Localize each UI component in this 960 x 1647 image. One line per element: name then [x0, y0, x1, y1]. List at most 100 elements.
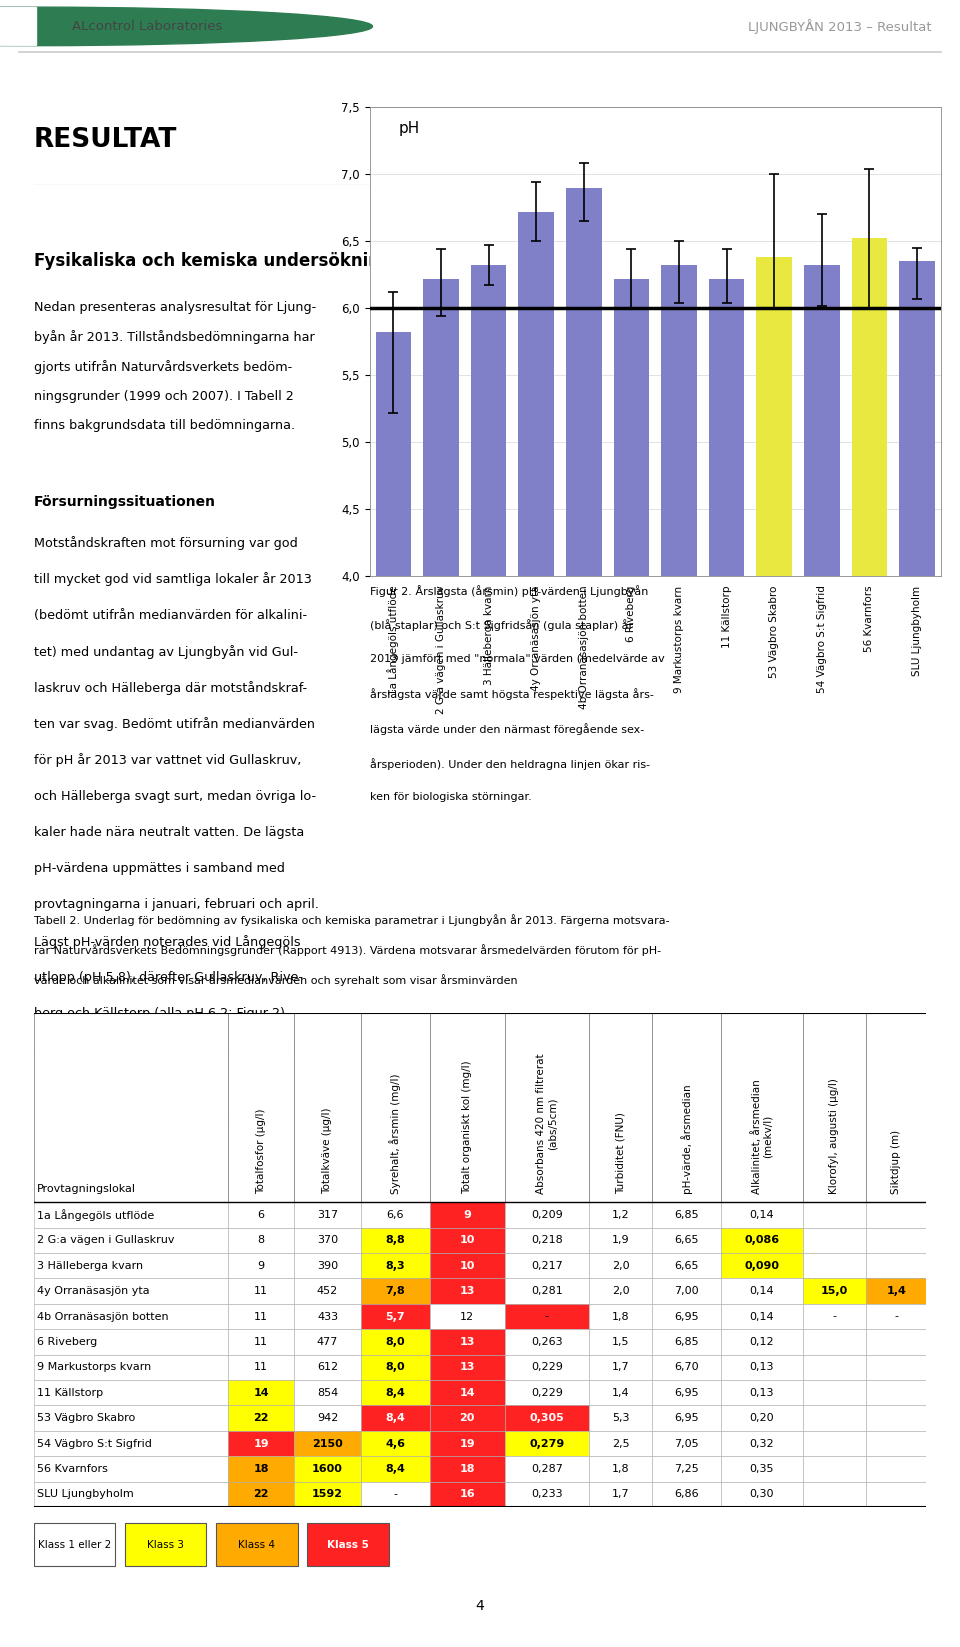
Bar [430, 1202, 505, 1227]
Text: 612: 612 [317, 1362, 338, 1372]
Text: pH-värde, årsmedian: pH-värde, årsmedian [681, 1084, 693, 1194]
Text: årsperioden). Under den heldragna linjen ökar ris-: årsperioden). Under den heldragna linjen… [370, 758, 650, 769]
Text: 4b Orranäsasjön botten: 4b Orranäsasjön botten [37, 1311, 169, 1321]
Text: till mycket god vid samtliga lokaler år 2013: till mycket god vid samtliga lokaler år … [34, 573, 311, 586]
Bar [653, 1482, 721, 1507]
Text: 3 Hälleberga kvarn: 3 Hälleberga kvarn [37, 1262, 144, 1271]
Bar [295, 1278, 361, 1304]
Text: 7,25: 7,25 [675, 1464, 699, 1474]
Text: 2,0: 2,0 [612, 1262, 630, 1271]
Text: 10: 10 [460, 1262, 475, 1271]
Text: 6,6: 6,6 [386, 1211, 404, 1220]
Bar [566, 188, 602, 576]
Text: värde och alkalinitet som visar årsmedianvärden och syrehalt som visar årsminvär: värde och alkalinitet som visar årsmedia… [34, 975, 517, 987]
Bar [295, 1227, 361, 1253]
Text: -: - [832, 1311, 836, 1321]
Text: 9 Markustorps kvarn: 9 Markustorps kvarn [37, 1362, 152, 1372]
Bar [653, 1354, 721, 1380]
Text: 15,0: 15,0 [821, 1286, 848, 1296]
Bar [361, 1456, 430, 1482]
Bar [295, 1354, 361, 1380]
Bar [430, 1405, 505, 1431]
Text: pH-värdena uppmättes i samband med: pH-värdena uppmättes i samband med [34, 863, 284, 875]
Bar [228, 1482, 295, 1507]
Text: 6,65: 6,65 [675, 1235, 699, 1245]
Text: Turbiditet (FNU): Turbiditet (FNU) [615, 1112, 626, 1194]
Bar [721, 1482, 803, 1507]
Bar [361, 1354, 430, 1380]
Text: 0,287: 0,287 [531, 1464, 563, 1474]
Bar [430, 1227, 505, 1253]
Text: ten var svag. Bedömt utifrån medianvärden: ten var svag. Bedömt utifrån medianvärde… [34, 718, 315, 731]
Text: 0,233: 0,233 [531, 1489, 563, 1499]
Text: 0,13: 0,13 [750, 1388, 774, 1398]
Text: 2 G:a vägen i Gullaskruv: 2 G:a vägen i Gullaskruv [37, 1235, 175, 1245]
Text: SLU Ljungbyholm: SLU Ljungbyholm [37, 1489, 134, 1499]
Bar [505, 1405, 588, 1431]
Text: Totalkväve (µg/l): Totalkväve (µg/l) [323, 1107, 332, 1194]
Bar [803, 1405, 866, 1431]
Bar [361, 1304, 430, 1329]
Bar [588, 1456, 653, 1482]
Bar [34, 1431, 228, 1456]
Text: 0,263: 0,263 [531, 1337, 563, 1347]
Text: 10: 10 [460, 1235, 475, 1245]
Text: 18: 18 [460, 1464, 475, 1474]
Text: 6,85: 6,85 [675, 1337, 699, 1347]
Text: 0,14: 0,14 [750, 1211, 775, 1220]
Text: 8,0: 8,0 [385, 1362, 405, 1372]
Text: 4: 4 [475, 1599, 485, 1612]
Text: 2,5: 2,5 [612, 1438, 630, 1448]
Text: Genomgående var de årslägsta pH-värdena: Genomgående var de årslägsta pH-värdena [34, 1044, 314, 1057]
Bar [34, 1253, 228, 1278]
Text: Syrehalt, årsmin (mg/l): Syrehalt, årsmin (mg/l) [389, 1074, 401, 1194]
Bar [653, 1013, 721, 1202]
Text: 53 Vägbro Skabro: 53 Vägbro Skabro [37, 1413, 135, 1423]
Bar [803, 1278, 866, 1304]
Bar [803, 1227, 866, 1253]
Bar [588, 1482, 653, 1507]
Bar [361, 1431, 430, 1456]
Text: (bedömt utifrån medianvärden för alkalini-: (bedömt utifrån medianvärden för alkalin… [34, 609, 307, 621]
Text: 1,5: 1,5 [612, 1337, 630, 1347]
Text: normala jämfört med vad som uppmätts: normala jämfört med vad som uppmätts [34, 1080, 293, 1092]
Bar [228, 1304, 295, 1329]
Text: 11: 11 [254, 1286, 268, 1296]
Text: 370: 370 [317, 1235, 338, 1245]
Bar [803, 1329, 866, 1354]
Bar [430, 1456, 505, 1482]
Bar [216, 1523, 298, 1566]
Bar [505, 1253, 588, 1278]
Text: lägsta värde under den närmast föregående sex-: lägsta värde under den närmast föregåend… [370, 723, 644, 735]
Text: 13: 13 [460, 1337, 475, 1347]
Text: Alkalinitet, årsmedian
(mekv/l): Alkalinitet, årsmedian (mekv/l) [751, 1079, 773, 1194]
Bar [803, 1482, 866, 1507]
Bar [721, 1380, 803, 1405]
Bar [721, 1304, 803, 1329]
Text: Tabell 2. Underlag för bedömning av fysikaliska och kemiska parametrar i Ljungby: Tabell 2. Underlag för bedömning av fysi… [34, 914, 669, 926]
Text: 0,217: 0,217 [531, 1262, 563, 1271]
Text: 6,95: 6,95 [675, 1388, 699, 1398]
Bar [34, 1405, 228, 1431]
Text: Motståndskraften mot försurning var god: Motståndskraften mot försurning var god [34, 537, 298, 550]
Bar [505, 1329, 588, 1354]
Bar [430, 1304, 505, 1329]
Text: 11: 11 [254, 1311, 268, 1321]
Text: laskruv och Hälleberga där motståndskraf-: laskruv och Hälleberga där motståndskraf… [34, 682, 307, 695]
Text: 5,7: 5,7 [385, 1311, 405, 1321]
Bar [866, 1304, 926, 1329]
Bar [505, 1278, 588, 1304]
Bar [307, 1523, 389, 1566]
Bar [505, 1380, 588, 1405]
Bar [588, 1227, 653, 1253]
Text: 22: 22 [253, 1489, 269, 1499]
Text: under de senaste åren (Figur 2).: under de senaste åren (Figur 2). [34, 1117, 240, 1130]
Text: finns bakgrundsdata till bedömningarna.: finns bakgrundsdata till bedömningarna. [34, 420, 295, 432]
Text: 452: 452 [317, 1286, 338, 1296]
Text: 8,8: 8,8 [385, 1235, 405, 1245]
Bar [588, 1253, 653, 1278]
Bar [361, 1329, 430, 1354]
Text: Klass 5: Klass 5 [327, 1540, 369, 1550]
Bar [653, 1278, 721, 1304]
Bar [228, 1431, 295, 1456]
